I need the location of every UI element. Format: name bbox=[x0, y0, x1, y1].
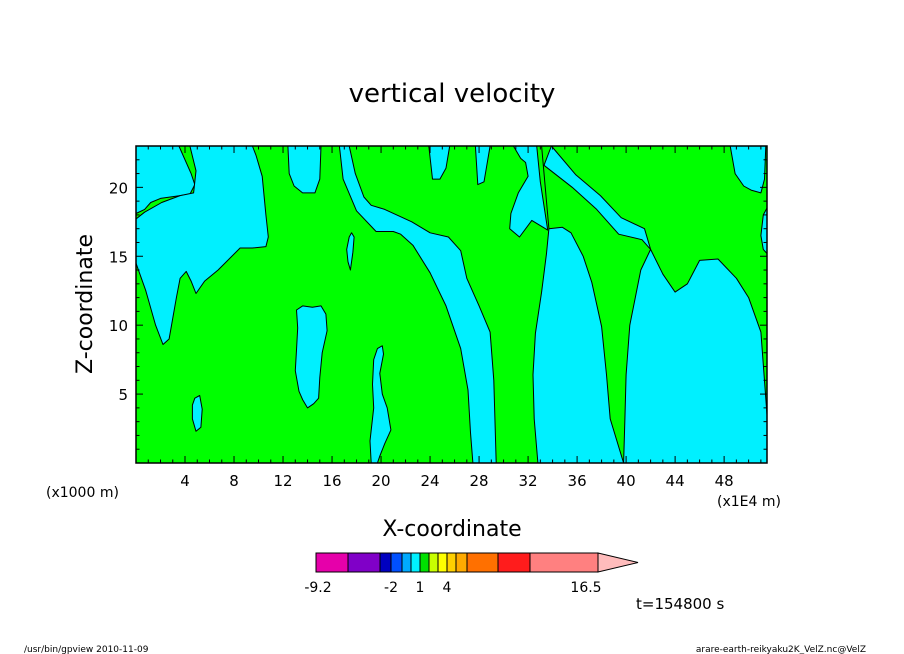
y-axis-ticks: 5 10 15 20 bbox=[109, 159, 767, 450]
y-axis-label: Z-coordinate bbox=[73, 234, 98, 374]
colorbar-tick-label: -9.2 bbox=[304, 580, 331, 596]
cyan-small-5-region bbox=[191, 395, 203, 432]
colorbar-swatch bbox=[428, 552, 439, 573]
y-tick-label: 20 bbox=[109, 179, 128, 197]
colorbar-swatch bbox=[437, 552, 448, 573]
x-tick-label: 44 bbox=[666, 472, 685, 490]
colorbar-swatch bbox=[410, 552, 421, 573]
x-tick-label: 20 bbox=[372, 472, 391, 490]
colorbar-tick-label: 16.5 bbox=[570, 580, 601, 596]
x-tick-label: 36 bbox=[568, 472, 587, 490]
colorbar-tick-label: 1 bbox=[416, 580, 425, 596]
colorbar-tick-label: -2 bbox=[384, 580, 398, 596]
cyan-right-region bbox=[543, 145, 768, 464]
colorbar-swatch bbox=[419, 552, 430, 573]
colorbar-swatch bbox=[390, 552, 403, 573]
cyan-right-region bbox=[532, 145, 625, 464]
y-tick-label: 5 bbox=[118, 386, 128, 404]
x-tick-label: 40 bbox=[617, 472, 636, 490]
footer-left: /usr/bin/gpview 2010-11-09 bbox=[24, 645, 149, 654]
x-tick-label: 32 bbox=[519, 472, 538, 490]
x-scale-right-label: (x1E4 m) bbox=[717, 494, 781, 510]
colorbar-swatch bbox=[466, 552, 499, 573]
y-tick-label: 10 bbox=[109, 317, 128, 335]
x-tick-label: 8 bbox=[229, 472, 239, 490]
x-axis-label: X-coordinate bbox=[382, 517, 521, 542]
x-axis-ticks: 4 8 12 16 20 24 28 32 36 40 44 48 bbox=[147, 146, 762, 490]
cyan-left-region bbox=[135, 145, 269, 345]
colorbar-swatch bbox=[529, 552, 599, 573]
x-tick-label: 12 bbox=[273, 472, 292, 490]
colorbar-swatch bbox=[455, 552, 468, 573]
colorbar-swatch bbox=[401, 552, 412, 573]
x-tick-label: 48 bbox=[715, 472, 734, 490]
x-tick-label: 4 bbox=[180, 472, 190, 490]
cyan-mid-14-region bbox=[294, 305, 328, 409]
colorbar-arrow bbox=[597, 552, 639, 573]
chart-title: vertical velocity bbox=[349, 79, 556, 109]
plot-frame bbox=[135, 145, 768, 464]
footer-right: arare-earth-reikyaku2K_VelZ.nc@VelZ bbox=[696, 645, 866, 654]
y-tick-label: 15 bbox=[109, 248, 128, 266]
cyan-right-region bbox=[509, 145, 549, 238]
colorbar-swatch bbox=[347, 552, 381, 573]
x-tick-label: 28 bbox=[470, 472, 489, 490]
cyan-plume-12-region bbox=[287, 145, 322, 194]
time-label: t=154800 s bbox=[636, 595, 724, 613]
colorbar-swatch bbox=[379, 552, 392, 573]
colorbar-tick-label: 4 bbox=[443, 580, 452, 596]
x-tick-label: 24 bbox=[421, 472, 440, 490]
contour-regions bbox=[135, 145, 768, 464]
colorbar-swatch bbox=[497, 552, 531, 573]
x-scale-left-label: (x1000 m) bbox=[46, 485, 119, 501]
cyan-small-17-region bbox=[346, 232, 355, 271]
cyan-left-region bbox=[135, 145, 196, 214]
colorbar: -9.2 -2 1 4 16.5 bbox=[304, 552, 639, 596]
x-tick-label: 16 bbox=[322, 472, 341, 490]
cyan-right-top-region bbox=[729, 145, 767, 194]
colorbar-swatch bbox=[446, 552, 457, 573]
colorbar-swatch bbox=[315, 552, 349, 573]
cyan-mid-19-region bbox=[369, 345, 392, 464]
